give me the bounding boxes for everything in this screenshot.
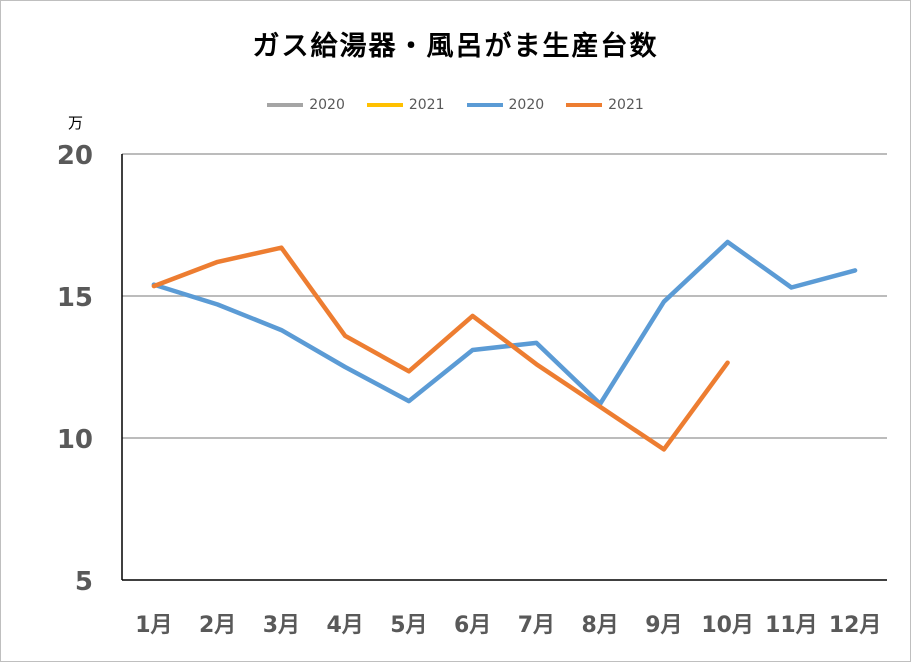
x-tick-label-10: 10月 (701, 613, 754, 638)
x-tick-label-6: 6月 (454, 613, 491, 638)
legend-entry-3: 2021 (566, 97, 644, 113)
y-tick-label-15: 15 (57, 283, 93, 313)
series-line-1 (151, 245, 730, 452)
legend: 2020 2021 2020 2021 (0, 97, 911, 113)
x-tick-label-11: 11月 (765, 613, 818, 638)
legend-label-1: 2021 (408, 97, 445, 113)
x-tick-label-5: 5月 (390, 613, 427, 638)
x-tick-label-12: 12月 (829, 613, 882, 638)
legend-entry-0: 2020 (267, 97, 345, 113)
legend-swatch-2 (466, 103, 503, 107)
y-tick-label-5: 5 (75, 567, 93, 597)
legend-swatch-3 (566, 103, 603, 107)
x-tick-label-1: 1月 (135, 613, 172, 638)
series-line-0 (151, 239, 858, 407)
x-tick-label-4: 4月 (326, 613, 363, 638)
legend-label-0: 2020 (309, 97, 345, 113)
chart-title: ガス給湯器・風呂がま生産台数 (252, 31, 659, 62)
y-axis-unit: 万 (68, 114, 84, 132)
legend-swatch-0 (267, 103, 304, 107)
x-tick-label-8: 8月 (581, 613, 618, 638)
x-tick-label-3: 3月 (263, 613, 300, 638)
legend-entry-1: 2021 (366, 97, 445, 113)
x-tick-label-9: 9月 (645, 613, 682, 638)
legend-entry-2: 2020 (466, 97, 545, 113)
y-tick-label-10: 10 (57, 425, 93, 455)
legend-label-2: 2020 (508, 97, 545, 113)
legend-label-3: 2021 (608, 97, 644, 113)
x-tick-label-2: 2月 (199, 613, 236, 638)
legend-swatch-1 (366, 103, 403, 107)
x-tick-label-7: 7月 (518, 613, 555, 638)
y-tick-label-20: 20 (57, 141, 93, 171)
